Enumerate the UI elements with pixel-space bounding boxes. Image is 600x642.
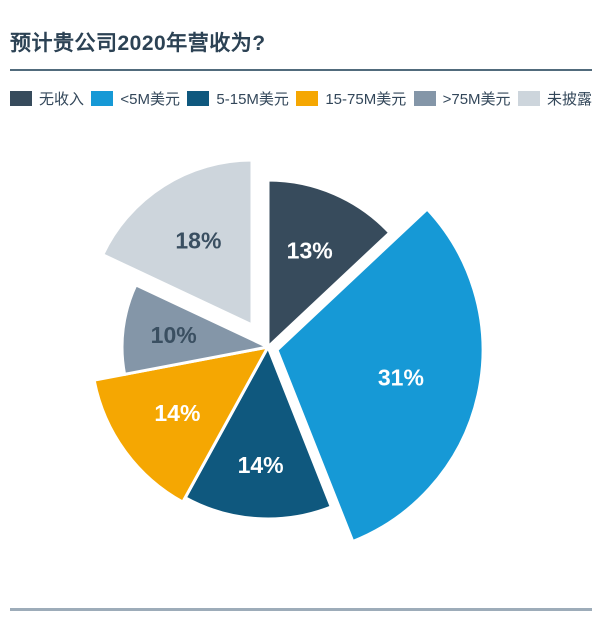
legend-label: 5-15M美元 [216, 91, 289, 108]
legend-swatch [91, 91, 114, 106]
legend-swatch [10, 91, 32, 106]
pie-slice-1[interactable] [266, 178, 392, 349]
legend-item-1: 无收入 [10, 88, 84, 109]
legend-label: >75M美元 [442, 91, 511, 108]
legend-item-6: 未披露 [517, 88, 592, 109]
pie-slice-6[interactable] [101, 158, 254, 327]
legend-label: 15-75M美元 [325, 91, 407, 108]
pie-slice-label-4: 14% [154, 400, 200, 426]
pie-slice-label-2: 31% [378, 365, 424, 391]
legend-swatch [187, 91, 210, 106]
pie-slice-label-5: 10% [151, 322, 197, 348]
footer-divider [10, 608, 592, 611]
pie-slice-3[interactable] [183, 345, 333, 521]
legend-item-4: 15-75M美元 [296, 88, 406, 109]
pie-slice-label-1: 13% [287, 238, 333, 264]
pie-slice-5[interactable] [120, 283, 270, 376]
legend-swatch [517, 91, 540, 106]
legend-label: <5M美元 [120, 91, 181, 108]
legend-item-2: <5M美元 [91, 88, 180, 109]
pie-slice-label-6: 18% [175, 228, 221, 254]
legend-item-5: >75M美元 [413, 88, 511, 109]
legend: 无收入 <5M美元 5-15M美元 15-75M美元 >75M美元 未披露 [10, 88, 592, 109]
legend-label: 无收入 [39, 91, 85, 108]
chart-title: 预计贵公司2020年营收为? [10, 32, 266, 55]
pie-slice-4[interactable] [92, 345, 270, 504]
legend-swatch [413, 91, 436, 106]
legend-label: 未披露 [546, 91, 592, 108]
pie-slice-label-3: 14% [238, 452, 284, 478]
pie-slice-2[interactable] [275, 207, 485, 544]
legend-item-3: 5-15M美元 [187, 88, 289, 109]
title-divider [10, 69, 592, 71]
legend-swatch [296, 91, 319, 106]
